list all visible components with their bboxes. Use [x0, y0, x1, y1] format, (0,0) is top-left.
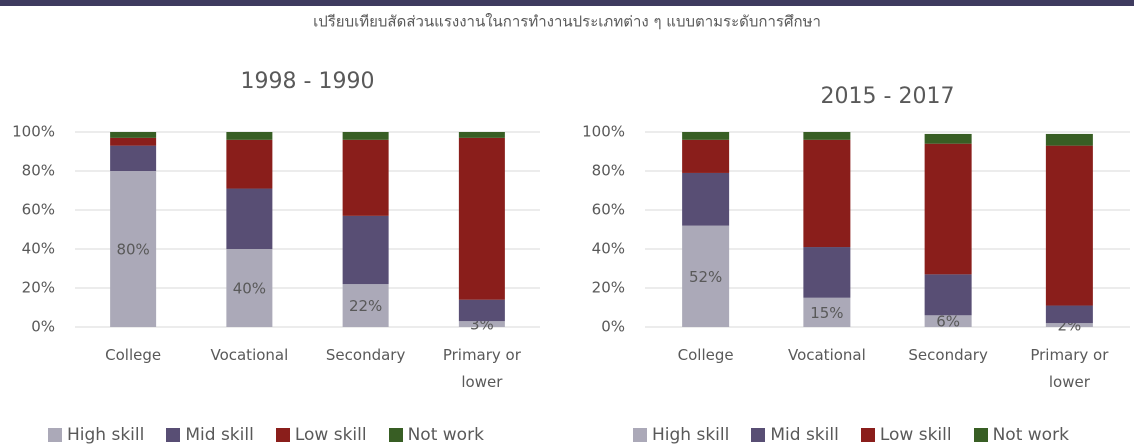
legend-swatch [275, 428, 290, 442]
legend-label: Low skill [294, 425, 367, 445]
legend-item: Mid skill [751, 425, 839, 445]
y-tick-label: 80% [592, 162, 625, 180]
legend-item: Low skill [860, 425, 952, 445]
legend-label: Mid skill [770, 425, 839, 445]
top-bar [0, 0, 1134, 6]
bar-segment [226, 188, 273, 249]
legend-swatch [48, 428, 62, 442]
chart-title: 1998 - 1990 [241, 69, 375, 94]
bar-segment [803, 247, 851, 298]
x-tick-label: Vocational [210, 346, 289, 364]
bar-segment [924, 274, 972, 316]
legend-item: Not work [973, 425, 1069, 445]
bar-segment [924, 143, 972, 275]
bar-segment [682, 225, 730, 327]
legend-label: Mid skill [185, 425, 254, 445]
legend-label: Not work [407, 425, 484, 445]
bar-segment [110, 132, 157, 138]
y-tick-label: 20% [592, 279, 625, 297]
legend: High skill Mid skill Low skill Not work [48, 425, 484, 445]
data-label: 80% [116, 241, 149, 259]
legend-swatch [860, 428, 875, 442]
legend-item: Low skill [275, 425, 367, 445]
bar-segment [226, 132, 273, 140]
bar-segment [1045, 133, 1093, 146]
bar-segment [682, 139, 730, 173]
legend-swatch [166, 428, 181, 442]
bar-segment [458, 321, 505, 327]
bar-segment [458, 137, 505, 300]
x-tick-label: Secondary [325, 346, 406, 364]
bar-segment [1045, 323, 1093, 327]
legend-swatch [751, 428, 766, 442]
x-tick-label: Secondary [908, 346, 988, 364]
bar-segment [342, 139, 389, 216]
data-label: 40% [233, 280, 266, 298]
y-tick-label: 60% [592, 201, 625, 219]
bar-segment [342, 132, 389, 140]
y-tick-label: 20% [22, 279, 55, 297]
bar-segment [803, 139, 851, 248]
page-title: เปรียบเทียบสัดส่วนแรงงานในการทำงานประเภท… [313, 13, 821, 31]
legend-item: Not work [388, 425, 484, 445]
legend-label: Not work [992, 425, 1069, 445]
bar-segment [342, 284, 389, 327]
legend-item: High skill [633, 425, 729, 445]
legend-swatch [388, 428, 403, 442]
legend-item: High skill [48, 425, 144, 445]
y-tick-label: 0% [601, 318, 625, 336]
bar-segment [803, 297, 851, 327]
bar-segment [226, 139, 273, 189]
bar-segment [110, 145, 157, 171]
data-label: 52% [689, 268, 722, 286]
bar-segment [924, 133, 972, 144]
x-tick-label: Primary or lower [442, 346, 521, 391]
y-tick-label: 80% [22, 162, 55, 180]
legend-label: High skill [67, 425, 145, 445]
data-label: 22% [349, 297, 382, 315]
y-tick-label: 40% [592, 240, 625, 258]
legend: High skill Mid skill Low skill Not work [633, 425, 1069, 445]
bar-segment [226, 249, 273, 327]
y-tick-label: 0% [31, 318, 55, 336]
legend-label: High skill [652, 425, 730, 445]
bar-segment [110, 137, 157, 146]
x-tick-label: College [677, 346, 734, 364]
data-label: 15% [810, 304, 843, 322]
x-tick-label: Primary or lower [1030, 346, 1109, 391]
bar-segment [803, 132, 851, 140]
bar-segment [458, 299, 505, 322]
bar-segment [342, 215, 389, 285]
x-tick-label: College [105, 346, 162, 364]
y-tick-label: 100% [582, 123, 625, 141]
legend-swatch [973, 428, 988, 442]
legend-swatch [633, 428, 647, 442]
y-tick-label: 100% [12, 123, 55, 141]
bar-segment [1045, 145, 1093, 306]
data-label: 6% [936, 313, 960, 331]
legend-item: Mid skill [166, 425, 254, 445]
bar-segment [682, 132, 730, 140]
bar-segment [1045, 305, 1093, 324]
bar-segment [458, 132, 505, 138]
legend-label: Low skill [879, 425, 952, 445]
bar-segment [924, 315, 972, 327]
x-tick-label: Vocational [787, 346, 866, 364]
y-tick-label: 40% [22, 240, 55, 258]
chart-title: 2015 - 2017 [821, 84, 955, 109]
bar-segment [110, 171, 157, 327]
y-tick-label: 60% [22, 201, 55, 219]
bar-segment [682, 172, 730, 226]
